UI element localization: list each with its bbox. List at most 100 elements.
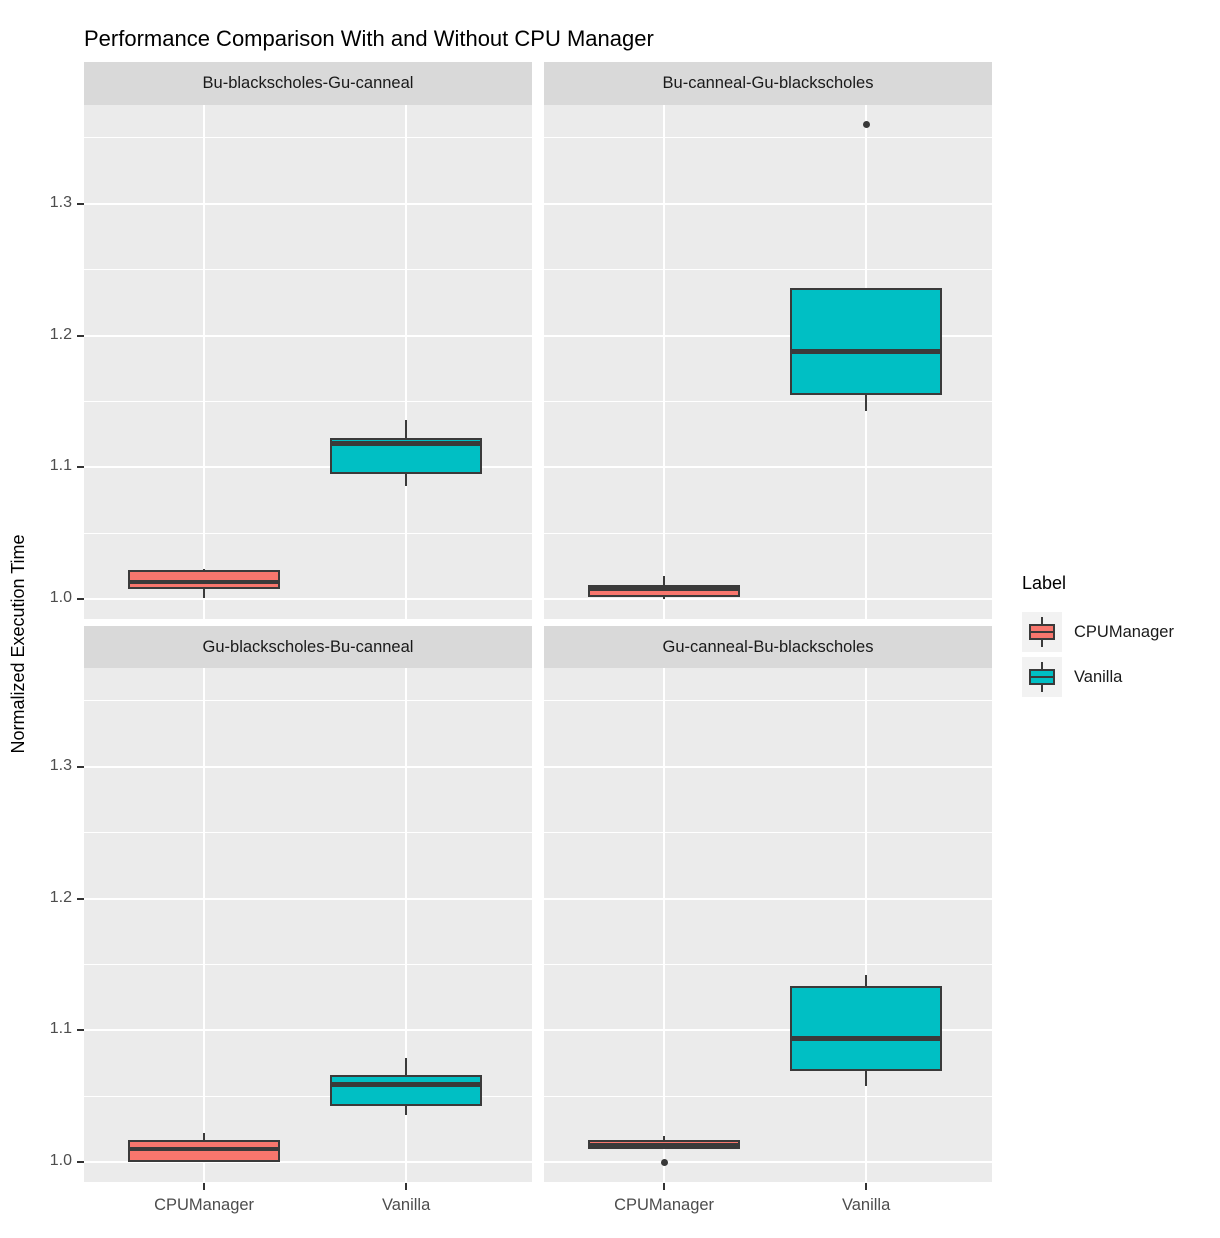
- minor-gridline: [544, 269, 992, 271]
- minor-gridline: [84, 269, 532, 271]
- x-tick-mark: [203, 1183, 206, 1190]
- minor-gridline: [544, 1095, 992, 1097]
- box: [790, 985, 943, 1072]
- major-gridline: [544, 765, 992, 768]
- chart-title: Performance Comparison With and Without …: [84, 26, 654, 51]
- outlier-point: [862, 121, 870, 129]
- y-tick-mark: [77, 1029, 84, 1032]
- minor-gridline: [84, 401, 532, 403]
- major-gridline: [544, 1029, 992, 1032]
- whisker-line: [662, 596, 666, 600]
- legend-label: CPUManager: [1074, 622, 1174, 641]
- x-tick-label: CPUManager: [614, 1196, 715, 1214]
- x-tick-mark: [405, 1183, 408, 1190]
- key-median-line: [1031, 630, 1053, 634]
- boxplot-key-icon: [1022, 657, 1062, 697]
- vertical-gridline: [405, 105, 408, 619]
- minor-gridline: [544, 700, 992, 702]
- key-median-line: [1031, 675, 1053, 679]
- whisker-line: [404, 419, 408, 439]
- y-tick-label: 1.1: [49, 457, 72, 475]
- y-tick-mark: [77, 598, 84, 601]
- y-tick-label: 1.3: [49, 193, 72, 211]
- major-gridline: [84, 598, 532, 601]
- median-line: [790, 1036, 943, 1041]
- minor-gridline: [84, 1095, 532, 1097]
- major-gridline: [84, 1029, 532, 1032]
- major-gridline: [544, 334, 992, 337]
- vertical-gridline: [663, 105, 666, 619]
- y-tick-mark: [77, 1161, 84, 1164]
- major-gridline: [84, 466, 532, 469]
- whisker-line: [864, 975, 868, 986]
- major-gridline: [544, 598, 992, 601]
- median-line: [588, 1142, 741, 1148]
- vertical-gridline: [203, 105, 206, 619]
- whisker-line: [202, 588, 206, 598]
- whisker-line: [864, 1071, 868, 1086]
- vertical-gridline: [203, 668, 206, 1182]
- facet-strip: Bu-canneal-Gu-blackscholes: [544, 62, 992, 105]
- whisker-line: [202, 1133, 206, 1140]
- x-tick-label: Vanilla: [381, 1196, 431, 1214]
- major-gridline: [84, 334, 532, 337]
- y-tick-mark: [77, 334, 84, 337]
- minor-gridline: [84, 532, 532, 534]
- y-tick-label: 1.0: [49, 1152, 72, 1170]
- median-line: [128, 1146, 281, 1152]
- y-tick-mark: [77, 765, 84, 768]
- y-tick-label: 1.3: [49, 756, 72, 774]
- minor-gridline: [84, 700, 532, 702]
- facet-panel: [544, 668, 992, 1182]
- major-gridline: [544, 202, 992, 205]
- y-tick-mark: [77, 466, 84, 469]
- box: [330, 1075, 483, 1106]
- median-line: [330, 1082, 483, 1087]
- minor-gridline: [544, 137, 992, 139]
- x-tick-label: Vanilla: [841, 1196, 891, 1214]
- facet-strip: Gu-blackscholes-Bu-canneal: [84, 626, 532, 669]
- whisker-line: [404, 1105, 408, 1115]
- legend: Label CPUManager Vanilla: [1022, 572, 1174, 702]
- major-gridline: [84, 202, 532, 205]
- key-box: [1029, 669, 1055, 685]
- x-tick-mark: [663, 1183, 666, 1190]
- whisker-line: [404, 1058, 408, 1076]
- y-tick-label: 1.1: [49, 1020, 72, 1038]
- major-gridline: [84, 1161, 532, 1164]
- major-gridline: [544, 466, 992, 469]
- minor-gridline: [544, 401, 992, 403]
- facet-strip: Gu-canneal-Bu-blackscholes: [544, 626, 992, 669]
- y-tick-label: 1.2: [49, 325, 72, 343]
- whisker-line: [864, 394, 868, 411]
- median-line: [330, 441, 483, 446]
- facet-strip: Bu-blackscholes-Gu-canneal: [84, 62, 532, 105]
- vertical-gridline: [405, 668, 408, 1182]
- major-gridline: [84, 765, 532, 768]
- y-axis-title: Normalized Execution Time: [8, 534, 28, 754]
- y-tick-label: 1.2: [49, 888, 72, 906]
- vertical-gridline: [865, 668, 868, 1182]
- minor-gridline: [84, 832, 532, 834]
- key-box: [1029, 624, 1055, 640]
- legend-item-vanilla: Vanilla: [1022, 657, 1174, 697]
- major-gridline: [84, 897, 532, 900]
- minor-gridline: [84, 137, 532, 139]
- whisker-line: [404, 474, 408, 486]
- minor-gridline: [544, 532, 992, 534]
- y-tick-label: 1.0: [49, 589, 72, 607]
- median-line: [588, 586, 741, 591]
- facet-panel: [84, 105, 532, 619]
- minor-gridline: [544, 964, 992, 966]
- facet-panel: [544, 105, 992, 619]
- y-tick-mark: [77, 897, 84, 900]
- box: [790, 288, 943, 395]
- whisker-line: [662, 575, 666, 585]
- median-line: [128, 579, 281, 585]
- major-gridline: [544, 1161, 992, 1164]
- vertical-gridline: [663, 668, 666, 1182]
- legend-label: Vanilla: [1074, 667, 1123, 686]
- whisker-line: [202, 568, 206, 571]
- minor-gridline: [544, 832, 992, 834]
